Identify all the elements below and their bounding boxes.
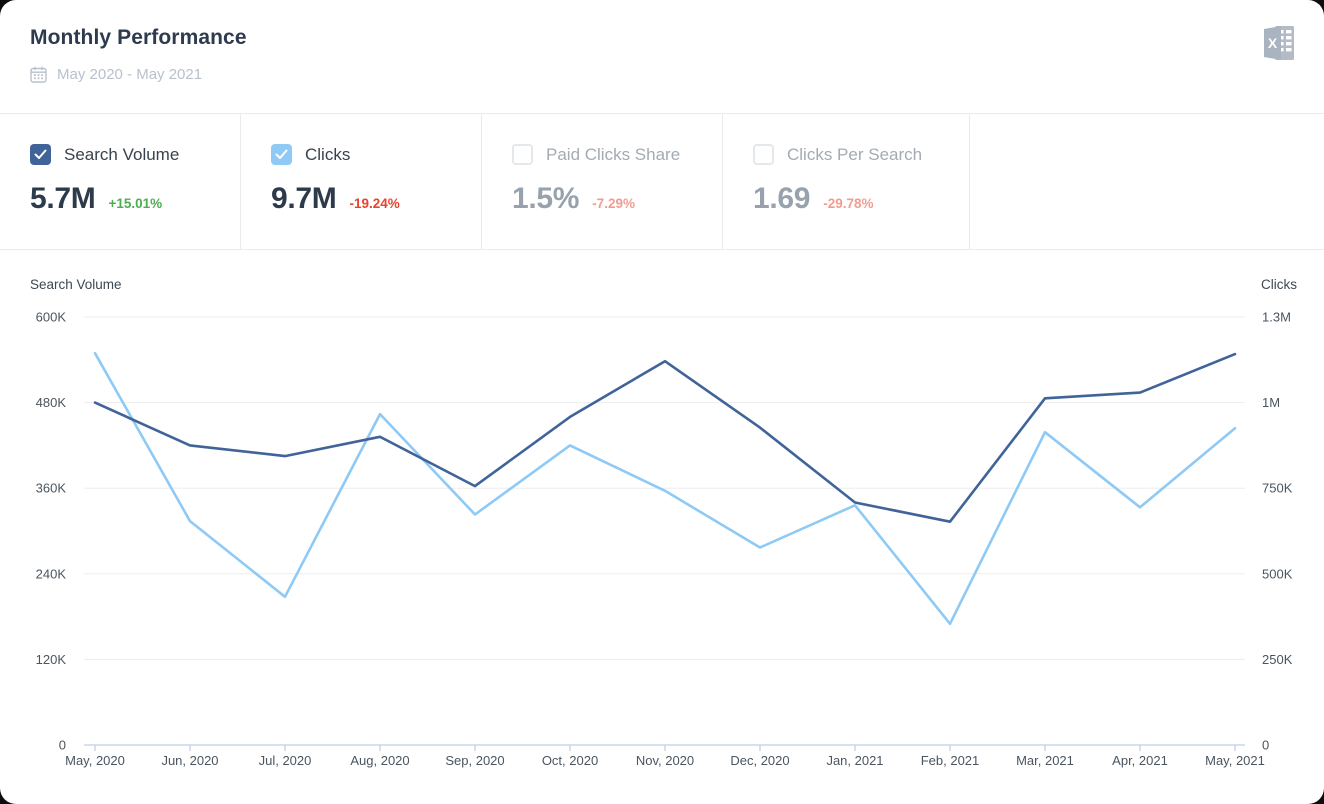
left-axis-tick-label: 0 — [59, 738, 66, 753]
x-axis-tick-label: Feb, 2021 — [921, 753, 980, 768]
x-axis-tick-label: Jun, 2020 — [161, 753, 218, 768]
clicks-line[interactable] — [93, 351, 1237, 626]
metric-card-clicks[interactable]: Clicks 9.7M -19.24% — [241, 114, 482, 249]
performance-chart[interactable]: Search Volume Clicks 600K 1.3M 480K 1M 360K 750… — [0, 250, 1324, 804]
clicks-per-search-checkbox[interactable] — [753, 144, 774, 165]
search-volume-checkbox[interactable] — [30, 144, 51, 165]
metric-cards: Search Volume 5.7M +15.01% Clicks 9.7M -… — [0, 114, 1324, 250]
date-range-row: May 2020 - May 2021 — [30, 66, 1296, 83]
left-axis-tick-label: 120K — [36, 652, 67, 667]
svg-text:X: X — [1268, 35, 1278, 51]
metric-label: Search Volume — [64, 144, 180, 164]
right-axis-tick-label: 1.3M — [1262, 310, 1291, 325]
x-axis-tick-label: Oct, 2020 — [542, 753, 598, 768]
left-axis-tick-label: 480K — [36, 395, 67, 410]
x-axis-tick-label: Nov, 2020 — [636, 753, 694, 768]
metric-value: 1.5% — [512, 182, 580, 215]
x-axis-tick-label: Aug, 2020 — [350, 753, 409, 768]
calendar-icon — [30, 66, 47, 83]
metric-cards-spacer — [970, 114, 1324, 249]
x-axis-tick-label: Jan, 2021 — [826, 753, 883, 768]
metric-value: 1.69 — [753, 182, 811, 215]
x-axis-tick-label: May, 2021 — [1205, 753, 1265, 768]
paid-clicks-share-checkbox[interactable] — [512, 144, 533, 165]
excel-export-icon: X — [1260, 23, 1298, 68]
header: Monthly Performance May 2020 - May 2021 — [0, 0, 1324, 114]
export-excel-button[interactable]: X — [1258, 24, 1300, 66]
right-axis-tick-label: 500K — [1262, 566, 1293, 581]
left-axis-tick-label: 600K — [36, 310, 67, 325]
chart-canvas[interactable]: Search Volume Clicks 600K 1.3M 480K 1M 360K 750… — [0, 250, 1324, 804]
metric-card-paid-clicks-share[interactable]: Paid Clicks Share 1.5% -7.29% — [482, 114, 723, 249]
right-axis-title: Clicks — [1261, 277, 1297, 292]
x-axis-tick-label: Dec, 2020 — [730, 753, 789, 768]
metric-change: -29.78% — [823, 196, 874, 211]
right-axis-tick-label: 1M — [1262, 395, 1280, 410]
right-axis-tick-label: 750K — [1262, 481, 1293, 496]
metric-label: Clicks — [305, 144, 351, 164]
x-axis-tick-label: Apr, 2021 — [1112, 753, 1168, 768]
right-axis-tick-label: 0 — [1262, 738, 1269, 753]
search-volume-line[interactable] — [93, 352, 1237, 524]
metric-card-clicks-per-search[interactable]: Clicks Per Search 1.69 -29.78% — [723, 114, 970, 249]
x-axis-tick-label: May, 2020 — [65, 753, 125, 768]
date-range: May 2020 - May 2021 — [57, 66, 203, 83]
x-axis-tick-label: Jul, 2020 — [259, 753, 312, 768]
metric-card-search-volume[interactable]: Search Volume 5.7M +15.01% — [0, 114, 241, 249]
clicks-checkbox[interactable] — [271, 144, 292, 165]
metric-value: 5.7M — [30, 182, 96, 215]
metric-label: Clicks Per Search — [787, 144, 923, 164]
metric-change: -19.24% — [349, 196, 400, 211]
metric-change: -7.29% — [592, 196, 635, 211]
right-axis-tick-label: 250K — [1262, 652, 1293, 667]
left-axis-tick-label: 360K — [36, 481, 67, 496]
metric-label: Paid Clicks Share — [546, 144, 681, 164]
left-axis-tick-label: 240K — [36, 566, 67, 581]
x-axis-tick-label: Sep, 2020 — [445, 753, 504, 768]
page-title: Monthly Performance — [30, 26, 247, 49]
x-axis-tick-label: Mar, 2021 — [1016, 753, 1074, 768]
metric-change: +15.01% — [108, 196, 163, 211]
check-icon — [34, 149, 47, 159]
left-axis-title: Search Volume — [30, 277, 122, 292]
check-icon — [275, 149, 288, 159]
metric-value: 9.7M — [271, 182, 337, 215]
